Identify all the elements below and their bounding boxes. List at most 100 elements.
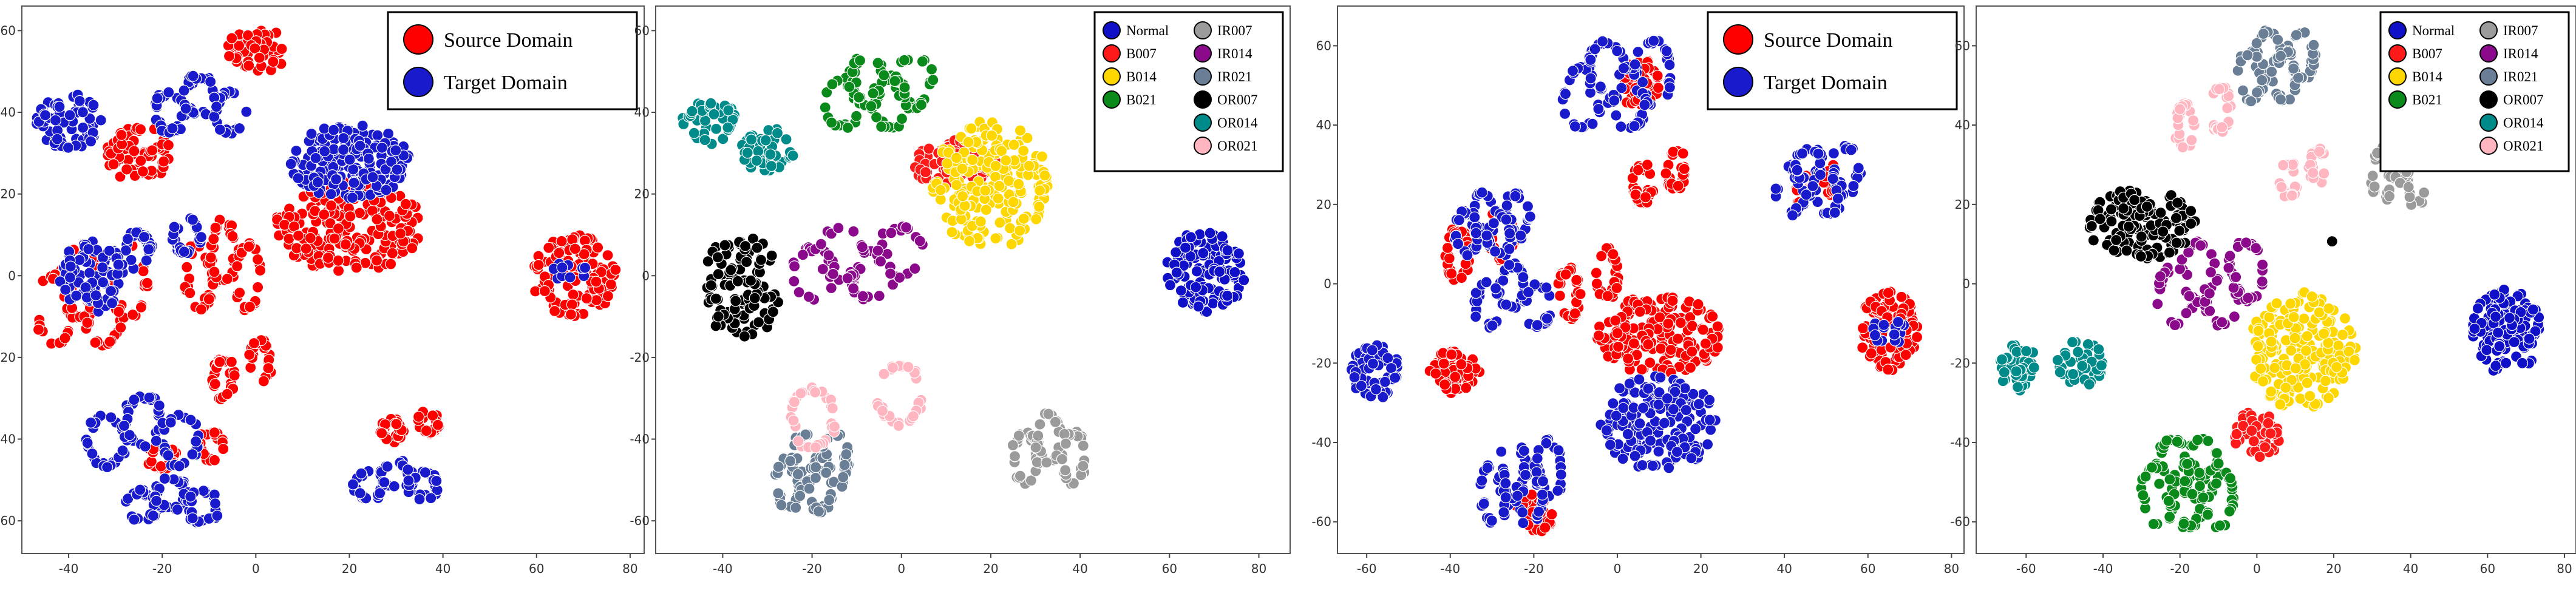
- point-target-domain: [1537, 475, 1549, 487]
- point-or014: [705, 97, 717, 109]
- point-source-domain: [1446, 268, 1458, 280]
- point-target-domain: [1503, 259, 1515, 271]
- chart-panel-2: -40 -20 0 20 40 60 806040200-20-40-60NormalB00…: [630, 5, 1291, 576]
- point-normal: [1190, 281, 1202, 293]
- point-or014: [710, 123, 722, 135]
- point-b014: [2280, 382, 2292, 394]
- y-tick-label: -40: [630, 432, 650, 447]
- point-source-domain: [1667, 146, 1679, 158]
- point-source-domain: [1634, 305, 1646, 318]
- point-b014: [959, 200, 971, 212]
- legend-marker: [1103, 44, 1121, 63]
- point-source-domain: [332, 222, 344, 235]
- point-target-domain: [171, 503, 183, 516]
- y-tick-label: 40: [1316, 118, 1331, 132]
- point-ir021: [2274, 93, 2287, 106]
- point-source-domain: [181, 261, 193, 273]
- point-b021: [2137, 489, 2149, 501]
- point-target-domain: [1594, 81, 1606, 93]
- point-normal: [2489, 288, 2501, 300]
- point-target-domain: [355, 467, 367, 479]
- point-ir007: [1077, 439, 1089, 452]
- point-ir021: [2251, 37, 2263, 49]
- point-b014: [996, 145, 1008, 157]
- point-ir007: [1059, 464, 1072, 476]
- point-source-domain: [243, 59, 255, 72]
- point-ir014: [817, 263, 829, 275]
- point-target-domain: [1796, 147, 1809, 160]
- point-source-domain: [104, 336, 116, 348]
- point-target-domain: [344, 154, 356, 166]
- point-source-domain: [257, 375, 270, 387]
- point-target-domain: [1566, 65, 1579, 77]
- point-source-domain: [1662, 317, 1674, 330]
- point-target-domain: [1637, 402, 1650, 414]
- point-normal: [1222, 244, 1234, 257]
- point-b014: [2343, 345, 2355, 357]
- point-or014: [722, 121, 734, 134]
- point-b014: [1018, 212, 1030, 225]
- point-source-domain: [292, 229, 305, 242]
- point-ir007: [1058, 428, 1070, 440]
- point-target-domain: [376, 141, 388, 154]
- x-tick-label: 20: [1693, 561, 1708, 576]
- point-or014: [787, 149, 799, 161]
- point-source-domain: [1711, 320, 1724, 333]
- point-b014: [2319, 375, 2332, 387]
- point-b021: [927, 74, 939, 86]
- point-source-domain: [1911, 331, 1923, 344]
- point-ir014: [884, 268, 897, 280]
- point-target-domain: [1453, 214, 1465, 226]
- point-b014: [2306, 291, 2318, 303]
- point-or007: [751, 242, 763, 254]
- point-source-domain: [243, 301, 256, 313]
- point-or021: [828, 421, 841, 433]
- legend-label: Target Domain: [444, 72, 568, 94]
- point-source-domain: [1430, 367, 1442, 380]
- point-target-domain: [1541, 313, 1553, 325]
- point-target-domain: [1812, 147, 1824, 160]
- point-target-domain: [197, 485, 209, 497]
- point-target-domain: [214, 124, 226, 136]
- point-normal: [2472, 302, 2484, 314]
- point-source-domain: [1865, 347, 1877, 359]
- point-target-domain: [1614, 382, 1626, 395]
- point-target-domain: [1671, 445, 1683, 458]
- x-tick-label: 0: [897, 561, 905, 576]
- legend-label: B014: [1126, 69, 1157, 84]
- point-or014: [688, 127, 700, 139]
- point-b021: [821, 86, 833, 98]
- point-source-domain: [605, 278, 617, 291]
- point-normal: [1204, 227, 1216, 239]
- point-target-domain: [1531, 319, 1543, 331]
- point-ir014: [2154, 270, 2166, 283]
- point-target-domain: [1569, 120, 1581, 132]
- y-tick-label: 0: [1324, 277, 1331, 291]
- point-target-domain: [1610, 410, 1622, 422]
- legend-label: Normal: [1126, 23, 1169, 38]
- point-source-domain: [602, 290, 614, 302]
- point-target-domain: [327, 124, 340, 136]
- point-or007: [749, 292, 761, 304]
- point-source-domain: [243, 348, 256, 361]
- y-tick-label: 60: [1955, 38, 1970, 53]
- point-target-domain: [1529, 279, 1541, 291]
- point-b014: [2271, 297, 2283, 310]
- legend-marker: [1194, 90, 1212, 109]
- point-target-domain: [1366, 344, 1378, 356]
- point-target-domain: [1511, 490, 1524, 502]
- point-ir014: [2203, 287, 2215, 300]
- point-b021: [2201, 509, 2214, 521]
- point-source-domain: [276, 42, 288, 55]
- point-or007: [2105, 203, 2118, 215]
- point-ir014: [788, 275, 800, 288]
- point-or014: [746, 134, 758, 146]
- point-b021: [875, 121, 888, 133]
- point-source-domain: [205, 251, 217, 263]
- point-target-domain: [103, 245, 115, 257]
- point-source-domain: [267, 56, 279, 68]
- scatter-points: [30, 25, 622, 529]
- point-or007: [738, 330, 750, 342]
- point-ir021: [784, 455, 797, 467]
